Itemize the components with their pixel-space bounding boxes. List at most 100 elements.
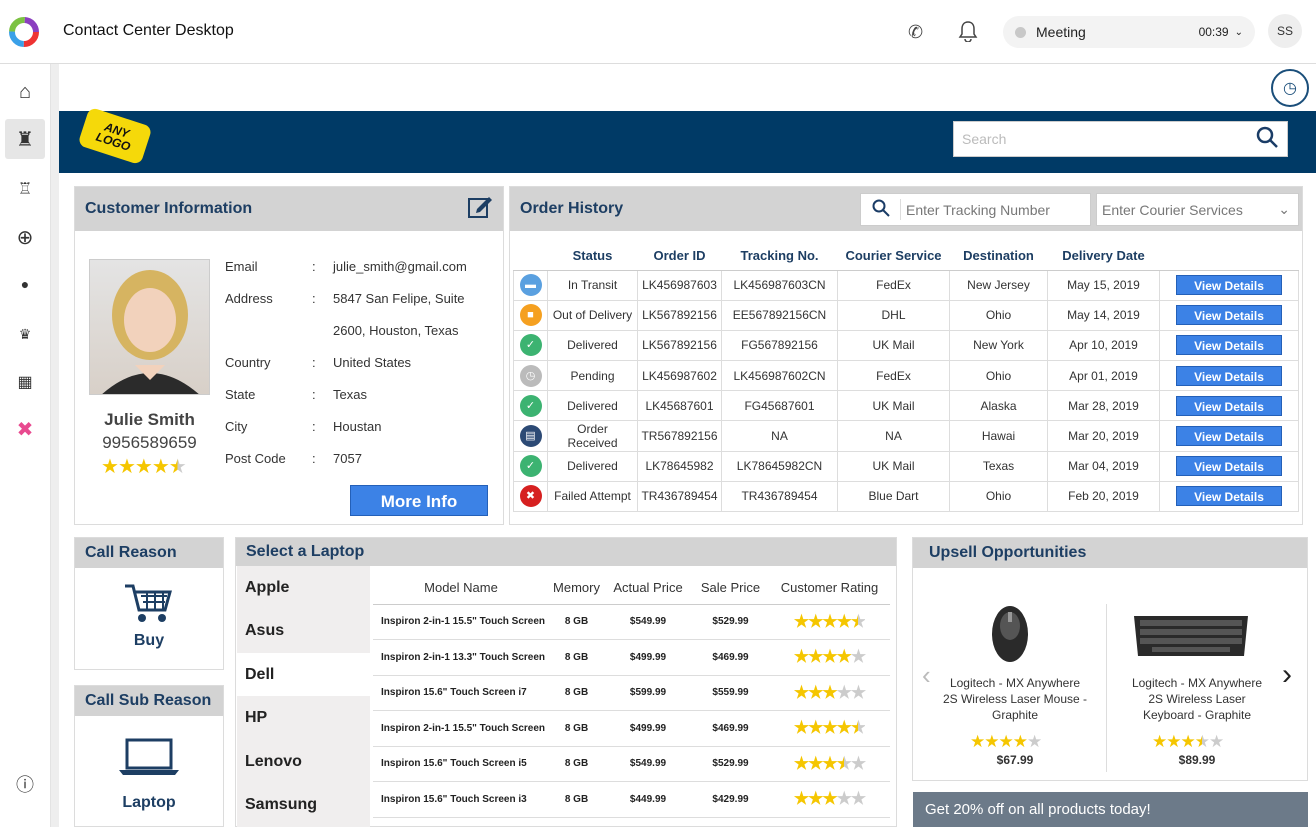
courier-service: UK Mail: [837, 390, 950, 422]
order-column-header: Delivery Date: [1047, 241, 1160, 271]
building-icon[interactable]: ▦: [17, 374, 33, 391]
delivery-date: May 15, 2019: [1047, 269, 1160, 301]
widget-icon[interactable]: ✖: [16, 418, 34, 441]
sale-price: $529.99: [692, 604, 769, 640]
laptop-row[interactable]: Inspiron 15.6" Touch Screen i3 8 GB $449.9…: [373, 781, 890, 818]
customer-rating: ★★★★★: [101, 456, 187, 478]
mouse-product-image: [988, 604, 1032, 669]
clock-icon[interactable]: ◷: [1271, 69, 1309, 107]
crown-icon[interactable]: ♛: [18, 325, 32, 342]
order-action-column: [1159, 241, 1299, 271]
agent-icon[interactable]: ♜: [5, 119, 45, 159]
brand-item[interactable]: Dell: [237, 653, 370, 696]
actual-price: $449.99: [604, 781, 692, 818]
product-name: Logitech - MX Anywhere 2S Wireless Laser…: [1131, 676, 1263, 722]
more-info-button[interactable]: More Info: [350, 485, 488, 516]
model-name: Inspiron 2-in-1 15.5" Touch Screen: [373, 710, 549, 747]
view-details-button[interactable]: View Details: [1176, 456, 1282, 477]
laptop-row[interactable]: Inspiron 2-in-1 15.5" Touch Screen 8 GB $4…: [373, 710, 890, 747]
status-selector[interactable]: Meeting 00:39 ⌄: [1003, 16, 1255, 48]
order-row: ▬ In Transit LK456987603 LK456987603CN FedEx…: [513, 269, 1299, 301]
rating-stars: ★★★★★: [793, 753, 866, 773]
gadget-icon[interactable]: ●: [20, 276, 30, 292]
view-details-button[interactable]: View Details: [1176, 395, 1282, 416]
laptop-table-header: Model Name Memory Actual Price Sale Price Cu…: [373, 571, 890, 605]
brand-item[interactable]: Samsung: [237, 783, 370, 827]
customer-field-value: United States: [333, 355, 412, 370]
team-icon[interactable]: ♖: [17, 181, 33, 198]
avatar[interactable]: SS: [1268, 14, 1302, 48]
status-dot-icon: [1015, 26, 1026, 38]
edit-icon[interactable]: [467, 195, 493, 224]
home-icon[interactable]: ⌂: [18, 80, 32, 103]
model-name: Inspiron 2-in-1 13.3" Touch Screen: [373, 639, 549, 676]
view-details-button[interactable]: View Details: [1176, 426, 1282, 447]
view-details-button[interactable]: View Details: [1176, 486, 1282, 507]
order-status: Pending: [547, 360, 638, 392]
customer-rating: ★★★★★: [769, 710, 890, 747]
support-icon[interactable]: ⊕: [16, 226, 34, 249]
customer-field-value: 5847 San Felipe, Suite: [333, 291, 465, 306]
tracking-number: LK456987602CN: [721, 360, 838, 392]
delivery-date: Mar 04, 2019: [1047, 450, 1160, 482]
view-details-cell: View Details: [1159, 420, 1299, 452]
search-icon: [861, 199, 901, 220]
customer-rating: ★★★★★: [769, 639, 890, 676]
call-reason-panel: Call Reason Buy: [74, 537, 224, 670]
laptop-row[interactable]: Inspiron 15.6" Touch Screen i7 8 GB $599.9…: [373, 675, 890, 711]
search-bar[interactable]: Search: [953, 121, 1288, 157]
brand-item[interactable]: Asus: [237, 609, 370, 653]
rating-stars: ★★★★★: [793, 611, 866, 631]
memory: 8 GB: [549, 675, 604, 711]
destination: Texas: [949, 450, 1048, 482]
order-status: In Transit: [547, 269, 638, 301]
tracking-search-field[interactable]: Enter Tracking Number: [860, 193, 1091, 226]
sale-price: $529.99: [692, 746, 769, 782]
brand-item[interactable]: Apple: [237, 566, 370, 609]
view-details-button[interactable]: View Details: [1176, 365, 1282, 386]
laptop-column-header: Actual Price: [604, 571, 692, 605]
laptop-row[interactable]: Inspiron 2-in-1 13.3" Touch Screen 8 GB $4…: [373, 639, 890, 676]
order-status: Order Received: [547, 420, 638, 452]
view-details-button[interactable]: View Details: [1176, 305, 1282, 326]
order-row: ■ Out of Delivery LK567892156 EE567892156CN…: [513, 299, 1299, 331]
customer-field-label: Post Code: [225, 451, 286, 466]
customer-rating: ★★★★★: [769, 604, 890, 640]
view-details-button[interactable]: View Details: [1176, 335, 1282, 356]
laptop-row[interactable]: Inspiron 15.6" Touch Screen i5 8 GB $549.9…: [373, 746, 890, 782]
carousel-prev-icon[interactable]: ‹: [922, 660, 931, 690]
view-details-button[interactable]: View Details: [1176, 275, 1282, 296]
status-icon-cell: ✖: [513, 480, 548, 513]
order-history-title: Order History: [520, 200, 624, 217]
customer-rating: ★★★★★: [769, 675, 890, 711]
product-name: Logitech - MX Anywhere 2S Wireless Laser…: [942, 676, 1088, 722]
phone-icon[interactable]: ✆: [908, 22, 924, 42]
memory: 8 GB: [549, 604, 604, 640]
bell-icon[interactable]: [958, 20, 978, 47]
search-input[interactable]: Search: [962, 131, 1007, 147]
carousel-next-icon[interactable]: ›: [1282, 658, 1292, 691]
laptop-row[interactable]: Inspiron 2-in-1 15.5" Touch Screen 8 GB $5…: [373, 604, 890, 640]
brand-item[interactable]: Lenovo: [237, 740, 370, 783]
view-details-cell: View Details: [1159, 299, 1299, 331]
order-column-header: Destination: [949, 241, 1048, 271]
status-icon-cell: ✓: [513, 329, 548, 362]
tracking-number-input[interactable]: Enter Tracking Number: [906, 201, 1050, 218]
tracking-number: FG45687601: [721, 390, 838, 422]
courier-select[interactable]: Enter Courier Services ⌄: [1096, 193, 1299, 226]
promo-banner[interactable]: Get 20% off on all products today!: [913, 792, 1308, 827]
help-icon[interactable]: ⓘ: [16, 775, 34, 795]
brand-item[interactable]: HP: [237, 696, 370, 740]
app-logo: [8, 16, 40, 48]
sidebar-collapse-handle[interactable]: [51, 64, 59, 827]
model-name: Inspiron 15.6" Touch Screen i3: [373, 781, 549, 818]
status-icon-cell: ▬: [513, 269, 548, 301]
call-sub-reason-value: Laptop: [122, 794, 176, 811]
view-details-cell: View Details: [1159, 390, 1299, 422]
status-icon-cell: ✓: [513, 450, 548, 482]
customer-field-value: Houstan: [333, 419, 382, 434]
laptop-table: Model Name Memory Actual Price Sale Price Cu…: [373, 571, 890, 818]
check-icon: ✓: [519, 334, 542, 357]
search-icon[interactable]: [1255, 125, 1279, 154]
field-separator: :: [312, 419, 316, 434]
